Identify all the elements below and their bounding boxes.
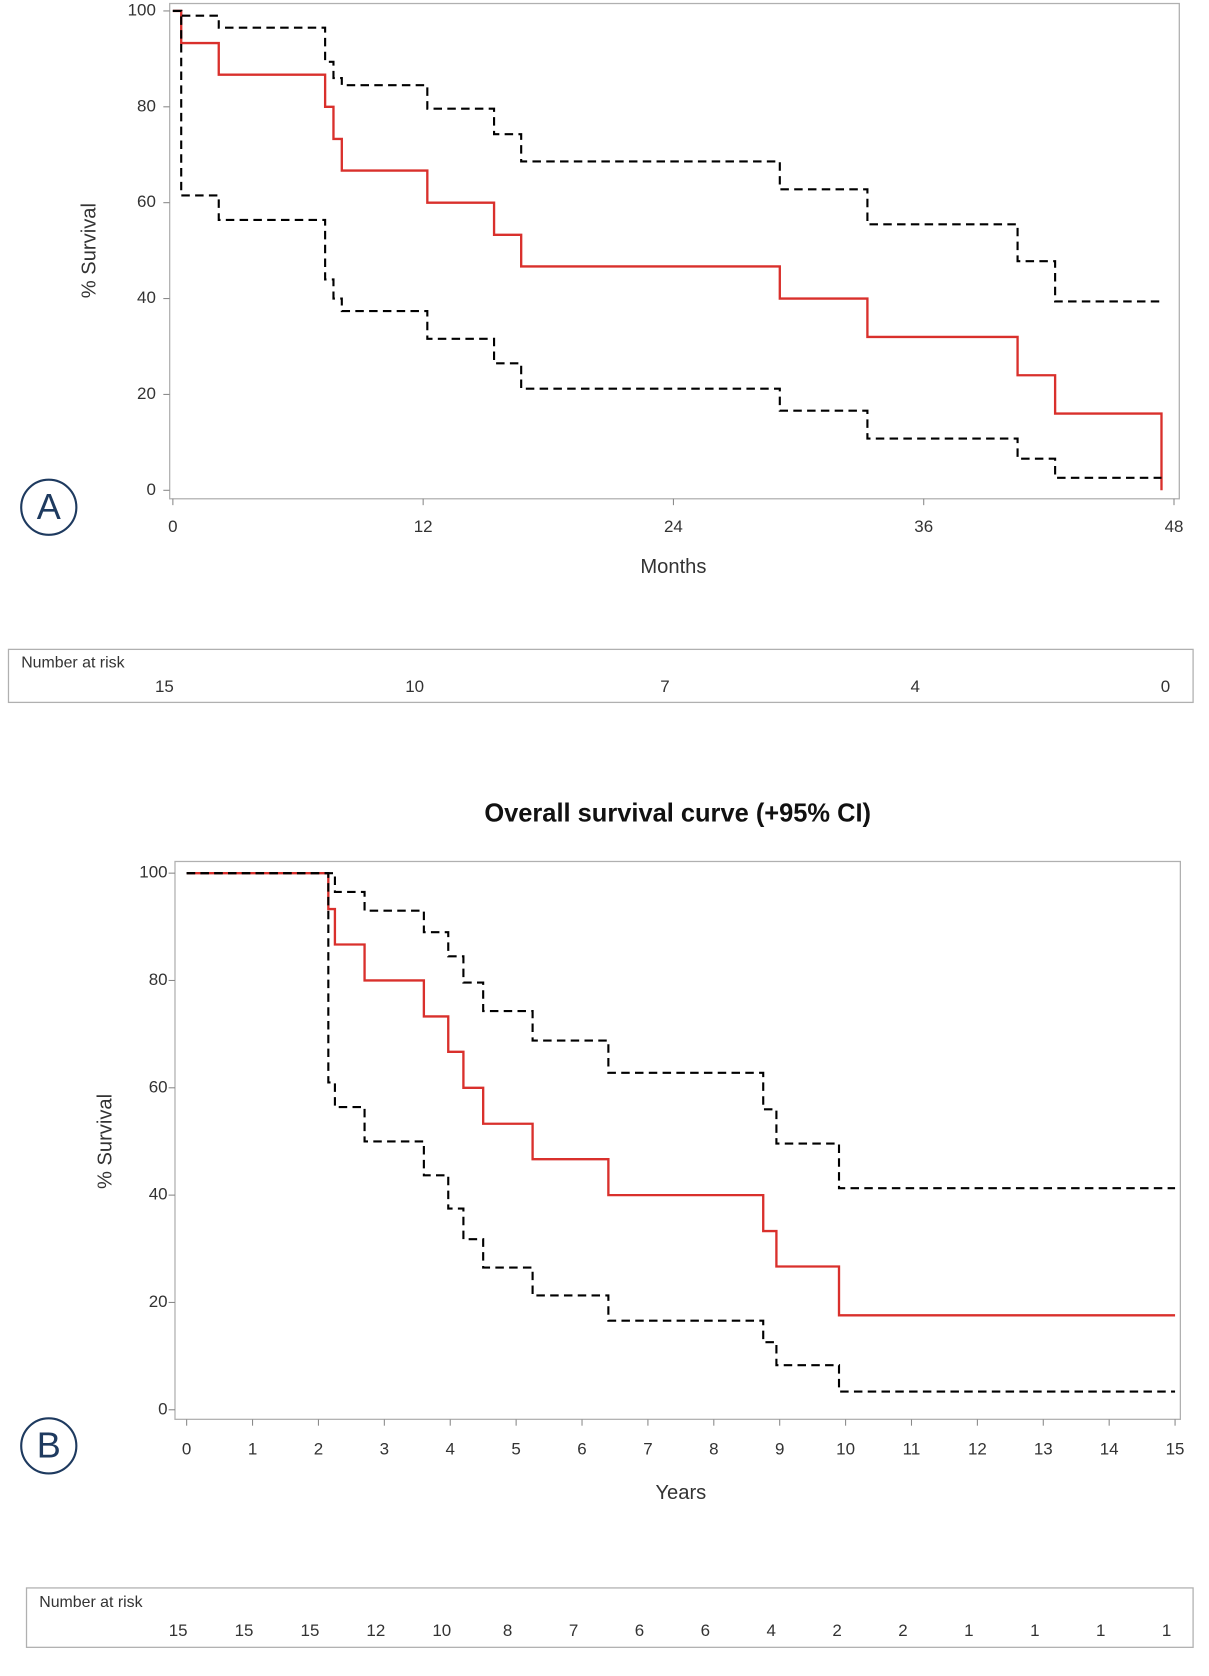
risk-count: 0 <box>1161 677 1170 696</box>
y-axis-label: % Survival <box>78 203 100 298</box>
risk-count: 2 <box>898 1621 907 1640</box>
risk-count: 7 <box>660 677 669 696</box>
y-tick-label: 0 <box>146 480 155 499</box>
x-tick-label: 8 <box>709 1440 718 1459</box>
x-tick-label: 13 <box>1034 1440 1053 1459</box>
x-tick-label: 12 <box>414 517 433 536</box>
risk-count: 10 <box>405 677 424 696</box>
x-tick-label: 24 <box>664 517 683 536</box>
chart-title: Overall survival curve (+95% CI) <box>484 800 871 828</box>
risk-count: 10 <box>432 1621 451 1640</box>
risk-count: 15 <box>301 1621 320 1640</box>
risk-count: 7 <box>569 1621 578 1640</box>
plot-frame <box>169 2 1180 500</box>
x-tick-label: 5 <box>511 1440 520 1459</box>
risk-count: 4 <box>911 677 920 696</box>
risk-count: 2 <box>832 1621 841 1640</box>
ci-line <box>172 9 1162 479</box>
panel-badge <box>20 1417 78 1475</box>
risk-table-frame <box>25 1587 1194 1648</box>
x-tick-label: 6 <box>577 1440 586 1459</box>
x-axis-label: Months <box>640 556 706 578</box>
ci-line <box>172 9 1162 303</box>
panel-badge <box>20 478 78 536</box>
panel-label: B <box>37 1424 61 1465</box>
x-tick-label: 4 <box>446 1440 455 1459</box>
y-tick-label: 40 <box>149 1185 168 1204</box>
y-tick-label: 80 <box>149 970 168 989</box>
risk-count: 6 <box>701 1621 710 1640</box>
x-tick-label: 3 <box>380 1440 389 1459</box>
y-tick-label: 60 <box>137 192 156 211</box>
y-tick-label: 100 <box>128 0 156 19</box>
risk-count: 4 <box>766 1621 775 1640</box>
x-tick-label: 48 <box>1165 517 1184 536</box>
ci-line <box>186 872 1176 1393</box>
x-tick-label: 12 <box>968 1440 987 1459</box>
x-tick-label: 2 <box>314 1440 323 1459</box>
x-tick-label: 11 <box>903 1440 921 1459</box>
risk-table-frame <box>7 648 1194 704</box>
survival-line <box>172 9 1163 491</box>
y-tick-label: 60 <box>149 1077 168 1096</box>
panel-label: A <box>37 486 61 527</box>
y-tick-label: 20 <box>149 1292 168 1311</box>
y-tick-label: 40 <box>137 288 156 307</box>
y-tick-label: 80 <box>137 96 156 115</box>
risk-count: 6 <box>635 1621 644 1640</box>
x-tick-label: 0 <box>182 1440 191 1459</box>
x-tick-label: 10 <box>836 1440 855 1459</box>
x-tick-label: 36 <box>914 517 933 536</box>
plot-frame <box>174 860 1182 1420</box>
y-tick-label: 100 <box>139 863 167 882</box>
risk-count: 1 <box>1096 1621 1105 1640</box>
x-axis-label: Years <box>655 1482 706 1504</box>
risk-count: 15 <box>155 677 174 696</box>
risk-count: 1 <box>1162 1621 1171 1640</box>
x-tick-label: 0 <box>168 517 177 536</box>
x-tick-label: 7 <box>643 1440 652 1459</box>
x-tick-label: 1 <box>248 1440 257 1459</box>
y-tick-label: 0 <box>158 1399 167 1418</box>
risk-count: 12 <box>366 1621 385 1640</box>
survival-line <box>186 871 1176 1317</box>
x-tick-label: 14 <box>1100 1440 1119 1459</box>
y-axis-label: % Survival <box>94 1094 116 1189</box>
risk-count: 8 <box>503 1621 512 1640</box>
y-tick-label: 20 <box>137 384 156 403</box>
risk-table-title: Number at risk <box>39 1594 142 1611</box>
risk-table-title: Number at risk <box>21 654 124 671</box>
risk-count: 1 <box>964 1621 973 1640</box>
risk-count: 15 <box>235 1621 254 1640</box>
x-tick-label: 15 <box>1166 1440 1185 1459</box>
risk-count: 1 <box>1030 1621 1039 1640</box>
ci-line <box>186 872 1176 1190</box>
risk-count: 15 <box>169 1621 188 1640</box>
x-tick-label: 9 <box>775 1440 784 1459</box>
